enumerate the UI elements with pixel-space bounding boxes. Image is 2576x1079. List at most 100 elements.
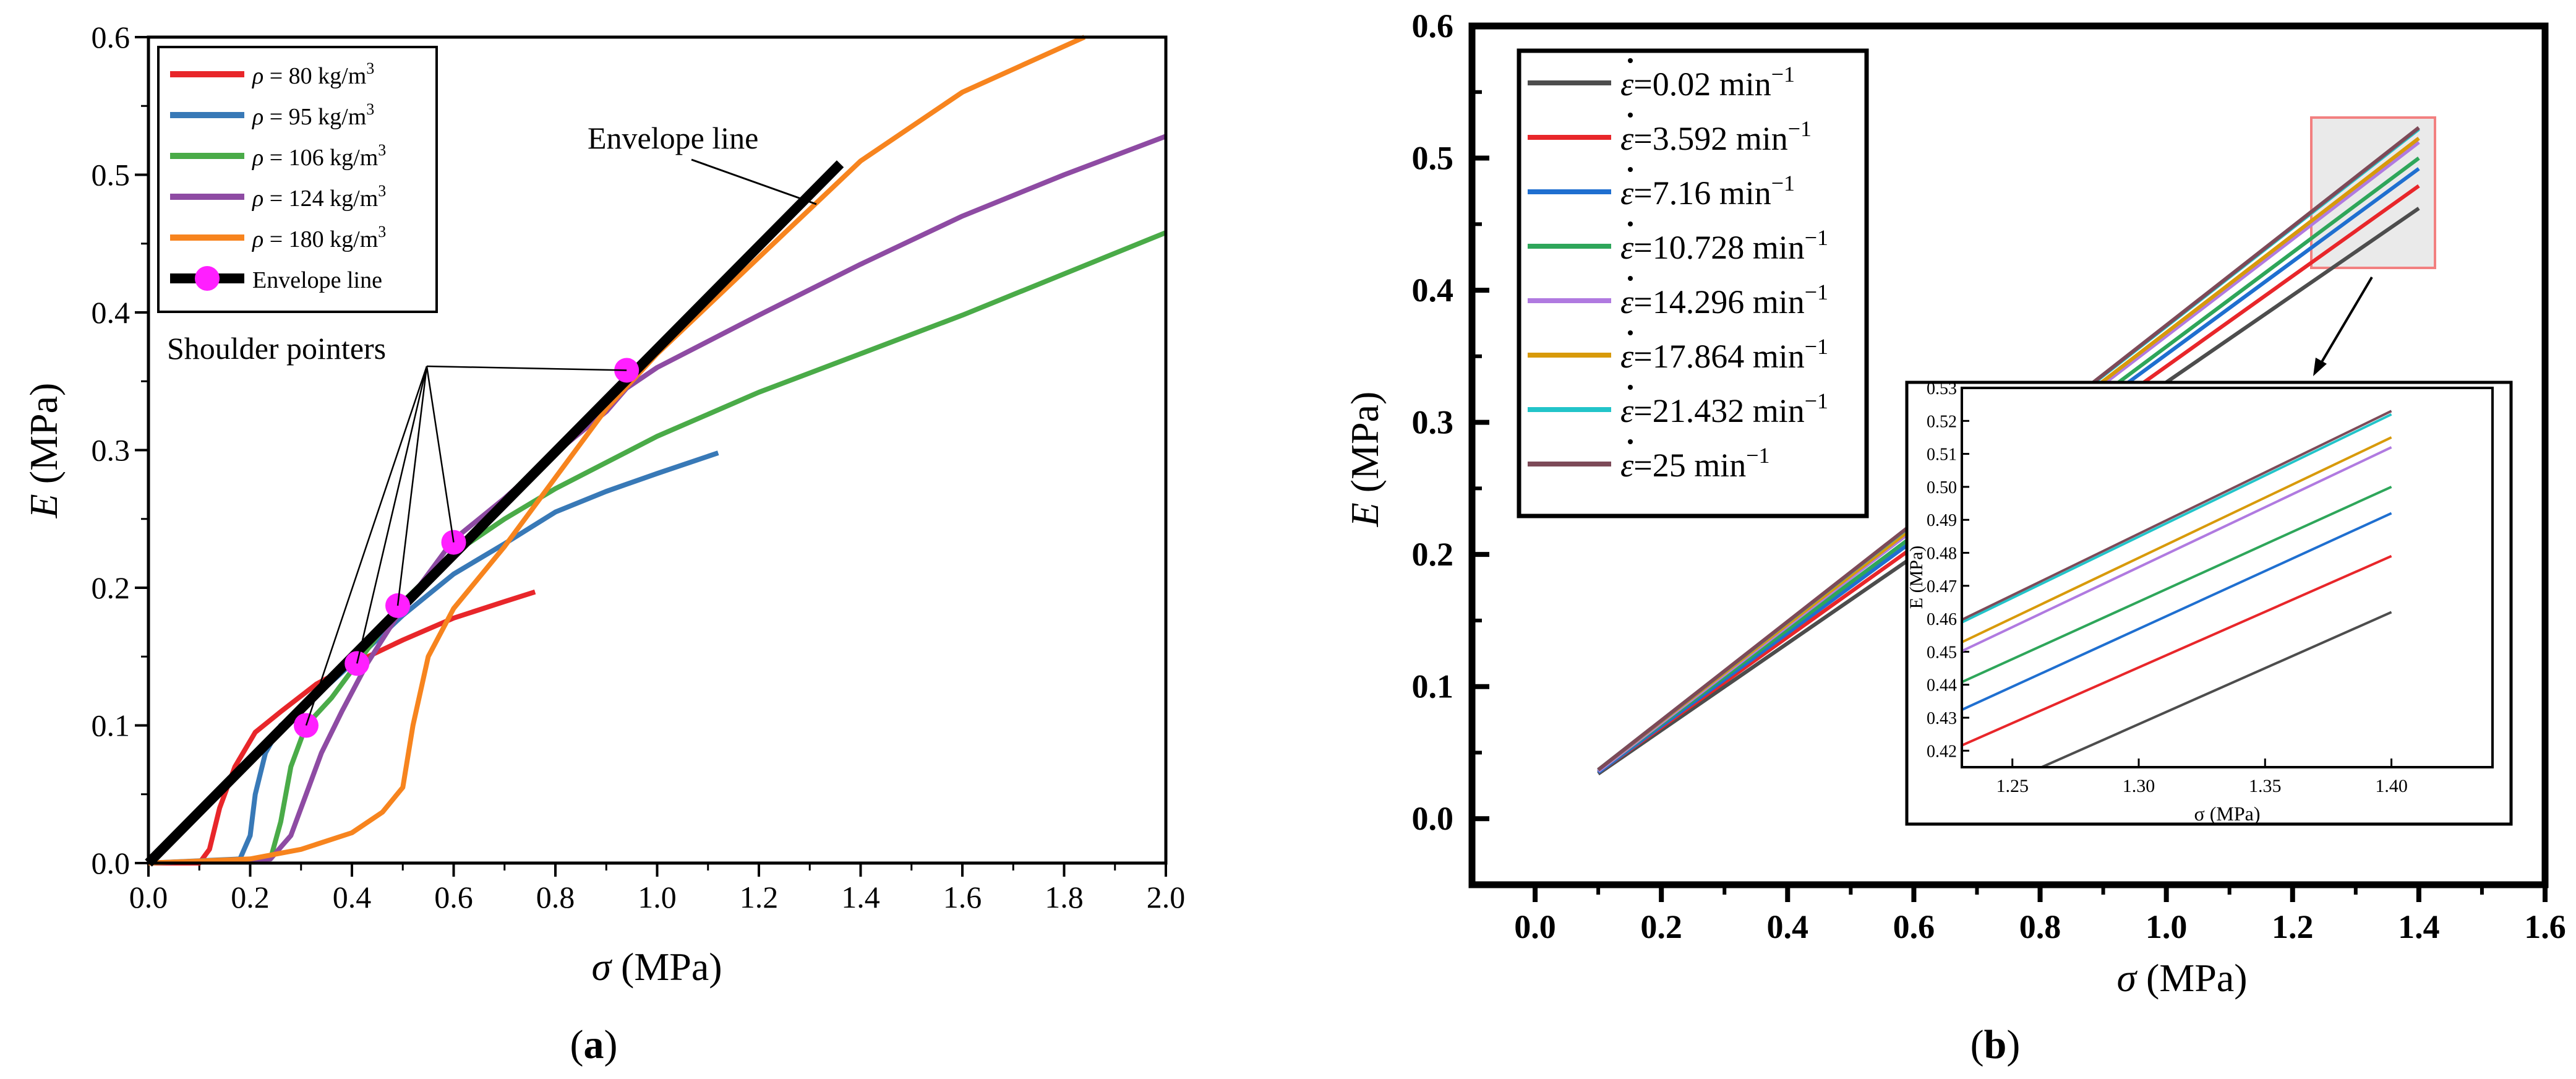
panel-b-legend-label: ε=0.02 min−1 [1620, 62, 1795, 103]
inset-ticks: 1.25 1.30 1.35 1.40 0.42 0.43 0.44 0.45 0.46 0.47… [1927, 379, 2408, 796]
panel-b-legend-label: ε=14.296 min−1 [1620, 280, 1828, 320]
envelope-line [145, 160, 844, 867]
panel-a-x-tick-label: 1.8 [1045, 880, 1084, 914]
inset-x-tick-label: 1.40 [2375, 776, 2408, 796]
legend-symbol: ρ [252, 226, 263, 252]
panel-b-x-tick-label: 1.4 [2398, 908, 2440, 945]
panel-a-xlabel: σ (MPa) [591, 945, 722, 989]
inset-x-tick-label: 1.30 [2123, 776, 2155, 796]
inset-strain-rate-line-8 [1961, 410, 2392, 621]
panel-a-y-tick-label: 0.0 [92, 846, 131, 880]
inset-strain-rate-line-3 [1961, 512, 2392, 711]
legend-dot-accent [1628, 167, 1633, 172]
panel-b-x-tick-label: 0.4 [1767, 908, 1809, 945]
panel-a-y-tick-label: 0.1 [92, 708, 131, 743]
panel-b-plot-frame [1468, 22, 2549, 888]
panel-b-y-tick-label: 0.0 [1412, 800, 1454, 837]
legend-symbol: ε [1620, 447, 1634, 484]
panel-b-legend-label: ε=17.864 min−1 [1620, 334, 1828, 375]
panel-a-legend-marker [195, 266, 220, 291]
legend-text: =14.296 min [1633, 283, 1804, 320]
panel-a-plot-frame [147, 35, 1168, 865]
legend-superscript: −1 [1788, 116, 1812, 141]
panel-a-legend-label: Envelope line [252, 267, 382, 293]
panel-b-x-tick-label: 1.2 [2272, 908, 2314, 945]
legend-text: =0.02 min [1633, 66, 1771, 103]
inset-strain-rate-line-1 [2041, 611, 2392, 768]
panel-b-legend-label: ε=7.16 min−1 [1620, 171, 1795, 212]
panel-b-y-tick-label: 0.5 [1412, 140, 1454, 177]
panel-a-x-tick-label: 2.0 [1147, 880, 1186, 914]
shoulder-leader-line [305, 366, 428, 726]
panel-b-x-tick-label: 0.6 [1893, 908, 1935, 945]
inset-strain-rate-line-5 [1961, 446, 2392, 653]
legend-dot-accent [1628, 113, 1633, 118]
legend-superscript: 3 [378, 141, 386, 159]
legend-superscript: 3 [378, 223, 386, 241]
legend-superscript: −1 [1805, 334, 1828, 359]
density-series-line-3 [148, 230, 1167, 866]
panel-a-y-tick-label: 0.4 [92, 295, 131, 330]
panel-b-y-tick-label: 0.4 [1412, 272, 1454, 309]
panel-a-legend-label: ρ = 80 kg/m3 [252, 59, 374, 89]
shoulder-leader-line [356, 366, 428, 664]
shoulder-annotation: Shoulder pointers [167, 331, 386, 366]
legend-symbol: ε [1620, 120, 1634, 157]
panel-b-x-tick-label: 0.0 [1514, 908, 1556, 945]
panel-a-x-tick-label: 0.6 [434, 880, 473, 914]
panel-a-x-tick-label: 0.8 [536, 880, 575, 914]
panel-a-legend-label: ρ = 180 kg/m3 [252, 223, 386, 252]
panel-b-x-tick-label: 0.2 [1640, 908, 1682, 945]
panel-a-x-tick-label: 0.0 [129, 880, 168, 914]
inset-chart: 1.25 1.30 1.35 1.40 0.42 0.43 0.44 0.45 0.46 0.47… [1905, 379, 2513, 826]
panel-b-x-tick-label: 1.0 [2146, 908, 2188, 945]
zoom-arrow-head [2313, 358, 2327, 376]
inset-strain-rate-line-4 [1961, 486, 2392, 684]
panel-b-label: (b) [1971, 1022, 2021, 1067]
panel-b-y-tick-label: 0.6 [1412, 7, 1454, 45]
legend-dot-accent [1628, 221, 1633, 226]
panel-b-legend-label: ε=10.728 min−1 [1620, 225, 1828, 266]
legend-superscript: −1 [1771, 171, 1795, 196]
panel-b-y-tick-label: 0.3 [1412, 404, 1454, 441]
legend-superscript: 3 [378, 182, 386, 200]
density-series-line-5 [148, 35, 1086, 866]
legend-symbol: ρ [252, 104, 263, 130]
panel-b-xlabel: σ (MPa) [2116, 956, 2247, 1000]
inset-x-tick-label: 1.35 [2249, 776, 2282, 796]
inset-strain-rate-line-2 [1961, 555, 2392, 747]
inset-y-tick-label: 0.42 [1927, 742, 1957, 761]
panel-a-legend: ρ = 80 kg/m3ρ = 95 kg/m3ρ = 106 kg/m3ρ =… [157, 46, 438, 313]
panel-b-chart: 0.0 0.2 0.4 0.6 0.8 1.0 1.2 1.4 1.6 0.0 0.1 0.2 0.3 0… [1343, 7, 2566, 1067]
panel-a-chart: 0.0 0.2 0.4 0.6 0.8 1.0 1.2 1.4 1.6 1.8 2.0 0.0 0.1 0… [22, 20, 1185, 1067]
legend-text: =21.432 min [1633, 392, 1804, 429]
legend-dot-accent [1628, 330, 1633, 335]
panel-a-x-tick-label: 0.4 [333, 880, 372, 914]
inset-y-tick-label: 0.50 [1927, 478, 1957, 497]
legend-text: =3.592 min [1633, 120, 1787, 157]
legend-text: =17.864 min [1633, 338, 1804, 375]
inset-ylabel: E (MPa) [1906, 546, 1927, 609]
legend-dot-accent [1628, 439, 1633, 444]
legend-symbol: ε [1620, 174, 1634, 212]
panel-a-y-tick-label: 0.3 [92, 433, 131, 468]
inset-y-tick-label: 0.51 [1927, 445, 1957, 465]
panel-b-ticks: 0.0 0.2 0.4 0.6 0.8 1.0 1.2 1.4 1.6 0.0 0.1 0.2 0.3 0… [1412, 7, 2566, 945]
legend-text: =25 min [1633, 447, 1746, 484]
legend-superscript: 3 [366, 59, 374, 77]
inset-x-tick-label: 1.25 [1996, 776, 2029, 796]
inset-y-tick-label: 0.52 [1927, 412, 1957, 431]
inset-y-tick-label: 0.44 [1927, 676, 1957, 695]
shoulder-leader-line [426, 366, 455, 543]
legend-text: Envelope line [252, 267, 382, 293]
inset-y-tick-label: 0.48 [1927, 544, 1957, 564]
panel-a-x-tick-label: 0.2 [231, 880, 270, 914]
legend-superscript: −1 [1771, 62, 1795, 87]
legend-superscript: −1 [1805, 280, 1828, 304]
legend-symbol: ε [1620, 66, 1634, 103]
inset-plot-frame [1961, 387, 2494, 768]
legend-text: = 95 kg/m [263, 104, 366, 130]
legend-text: =7.16 min [1633, 174, 1771, 212]
panel-b-y-tick-label: 0.2 [1412, 536, 1454, 573]
panel-b-legend-label: ε=25 min−1 [1620, 443, 1770, 484]
